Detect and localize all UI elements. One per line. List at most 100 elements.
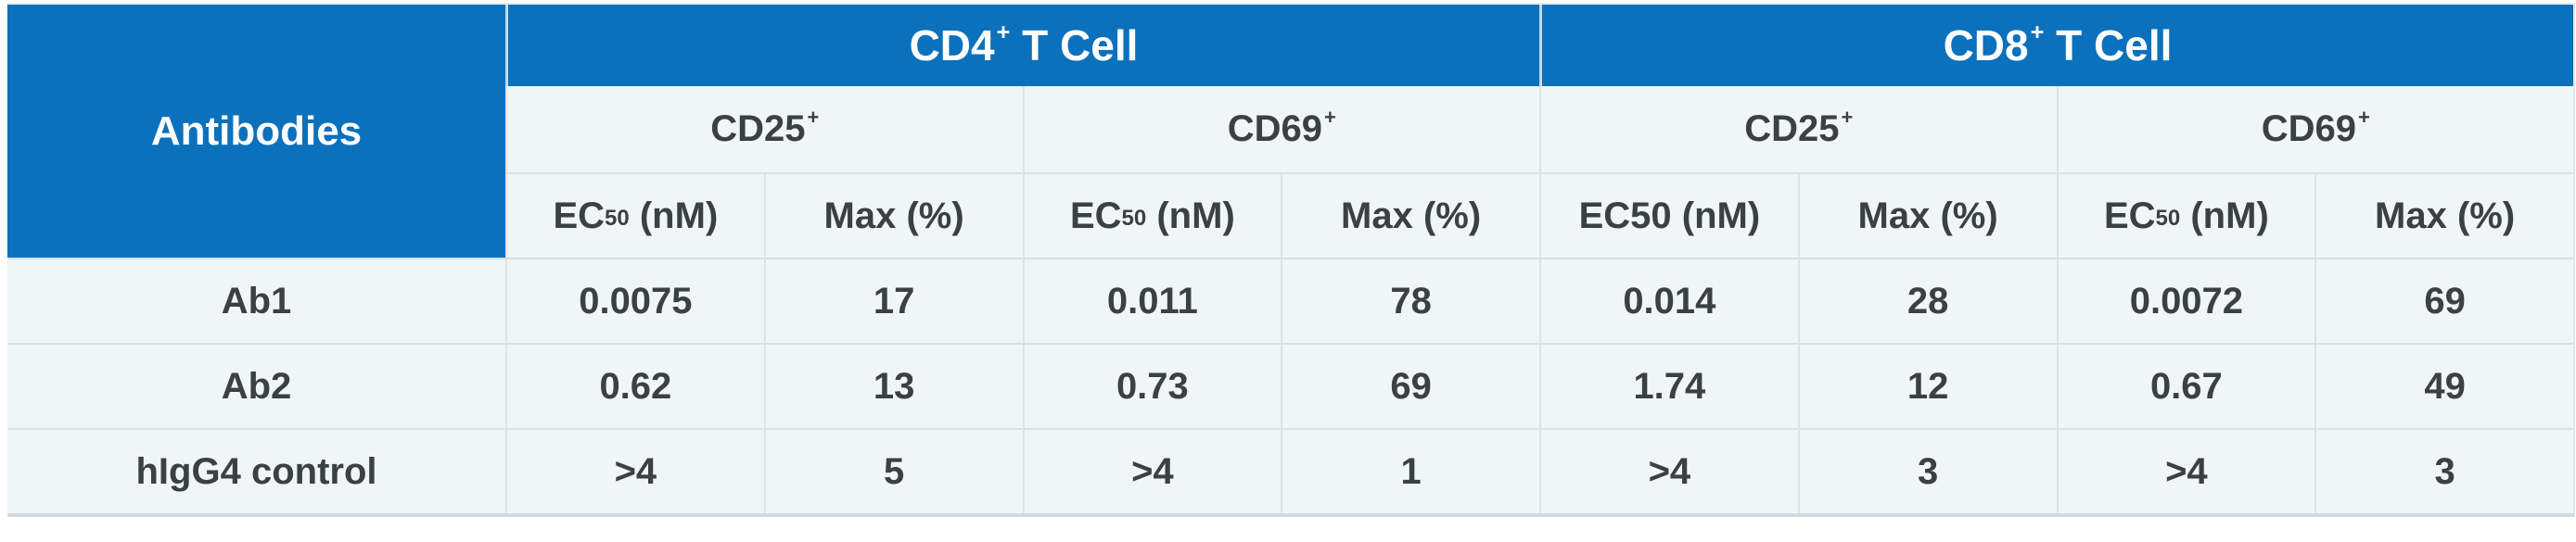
ec50-subscript: 50	[605, 205, 630, 231]
value: >4	[1131, 450, 1174, 492]
value: 0.0075	[579, 280, 693, 321]
cd69-label: CD69	[1227, 108, 1322, 149]
value: 0.011	[1106, 280, 1198, 321]
value: 49	[2424, 365, 2466, 407]
ab2-label: Ab2	[221, 365, 292, 407]
data-cell: 0.014	[1539, 258, 1798, 343]
data-cell: 0.73	[1022, 343, 1282, 428]
value: 1	[1400, 450, 1422, 492]
cd25-label: CD25	[1744, 108, 1840, 149]
ec50-header: EC 50 (nM)	[505, 172, 764, 258]
max-percent-header: Max (%)	[2315, 172, 2573, 258]
higg4-label: hIgG4 control	[135, 450, 377, 492]
data-cell: 3	[1797, 428, 2057, 513]
ec50-pre: EC	[553, 195, 606, 236]
max-percent-header: Max (%)	[1797, 172, 2057, 258]
value: 0.014	[1623, 280, 1716, 321]
value: 1.74	[1633, 365, 1706, 407]
data-cell: 78	[1281, 258, 1539, 343]
value: >4	[1648, 450, 1691, 492]
cd8-t-cell-suffix: T Cell	[2044, 21, 2173, 69]
data-cell: 49	[2315, 343, 2573, 428]
data-cell: 69	[2315, 258, 2573, 343]
max-percent-header: Max (%)	[1281, 172, 1539, 258]
data-cell: 0.0072	[2056, 258, 2315, 343]
value: 5	[884, 450, 905, 492]
value: 69	[1390, 365, 1432, 407]
antibodies-column-header: Antibodies	[7, 5, 505, 258]
value: >4	[614, 450, 657, 492]
cd4-cd69-marker-header: CD69 +	[1022, 86, 1539, 172]
ec50-pre: EC	[1069, 195, 1122, 236]
ec50-subscript: 50	[1121, 205, 1147, 231]
ec50-unit: (nM)	[1146, 195, 1235, 236]
max-label: Max (%)	[1857, 195, 1998, 236]
max-label: Max (%)	[1341, 195, 1482, 236]
max-label: Max (%)	[2375, 195, 2516, 236]
data-cell: 69	[1281, 343, 1539, 428]
cd4-t-cell-group-header: CD4 + T Cell	[505, 5, 1539, 86]
ec50-subscript: 50	[2155, 205, 2181, 231]
value: 13	[873, 365, 915, 407]
value: 12	[1906, 365, 1949, 407]
value: >4	[2165, 450, 2208, 492]
cd25-superscript-plus: +	[1841, 106, 1854, 130]
cd4-cd25-marker-header: CD25 +	[505, 86, 1023, 172]
data-cell: 0.67	[2056, 343, 2315, 428]
cd8-superscript-plus: +	[2030, 19, 2045, 45]
cd8-t-cell-group-header: CD8 + T Cell	[1539, 5, 2573, 86]
row-label-higg4-control: hIgG4 control	[7, 428, 505, 513]
data-cell: 0.011	[1022, 258, 1282, 343]
data-cell: >4	[505, 428, 764, 513]
ec50-unit: (nM)	[629, 195, 719, 236]
ec50-header: EC 50 (nM)	[2056, 172, 2315, 258]
data-cell: 5	[763, 428, 1023, 513]
value: 0.0072	[2129, 280, 2244, 321]
cd69-superscript-plus: +	[2357, 106, 2370, 130]
row-label-ab1: Ab1	[7, 258, 505, 343]
value: 0.73	[1116, 365, 1189, 407]
ec50-header: EC 50 (nM)	[1022, 172, 1282, 258]
cd25-superscript-plus: +	[807, 106, 820, 130]
data-cell: 3	[2315, 428, 2573, 513]
value: 3	[1918, 450, 1939, 492]
value: 28	[1906, 280, 1949, 321]
antibodies-label: Antibodies	[150, 107, 363, 154]
cd25-label: CD25	[710, 108, 806, 149]
cd4-t-cell-suffix: T Cell	[1010, 21, 1139, 69]
value: 3	[2434, 450, 2455, 492]
data-cell: 28	[1797, 258, 2057, 343]
cd4-superscript-plus: +	[996, 19, 1011, 45]
max-percent-header: Max (%)	[763, 172, 1023, 258]
data-cell: 1	[1281, 428, 1539, 513]
data-cell: >4	[1539, 428, 1798, 513]
cd4-label: CD4	[909, 21, 995, 69]
cd8-cd69-marker-header: CD69 +	[2056, 86, 2573, 172]
cd69-label: CD69	[2261, 108, 2356, 149]
activation-results-table: Antibodies CD4 + T Cell CD8 + T Cell CD25 +…	[7, 3, 2575, 517]
value: 0.62	[599, 365, 672, 407]
ab1-label: Ab1	[221, 280, 292, 321]
data-cell: 17	[763, 258, 1023, 343]
data-cell: 0.62	[505, 343, 764, 428]
ec50-unit: (nM)	[2180, 195, 2269, 236]
data-cell: 12	[1797, 343, 2057, 428]
data-cell: >4	[1022, 428, 1282, 513]
max-label: Max (%)	[823, 195, 964, 236]
cd8-label: CD8	[1943, 21, 2029, 69]
data-cell: 13	[763, 343, 1023, 428]
cd69-superscript-plus: +	[1323, 106, 1336, 130]
value: 17	[873, 280, 915, 321]
ec50-pre: EC50 (nM)	[1578, 195, 1761, 236]
row-label-ab2: Ab2	[7, 343, 505, 428]
data-cell: >4	[2056, 428, 2315, 513]
value: 69	[2424, 280, 2466, 321]
ec50-pre: EC	[2103, 195, 2156, 236]
data-cell: 1.74	[1539, 343, 1798, 428]
value: 0.67	[2149, 365, 2223, 407]
cd8-cd25-marker-header: CD25 +	[1539, 86, 2057, 172]
ec50-header-plain: EC50 (nM)	[1539, 172, 1798, 258]
data-cell: 0.0075	[505, 258, 764, 343]
value: 78	[1390, 280, 1432, 321]
